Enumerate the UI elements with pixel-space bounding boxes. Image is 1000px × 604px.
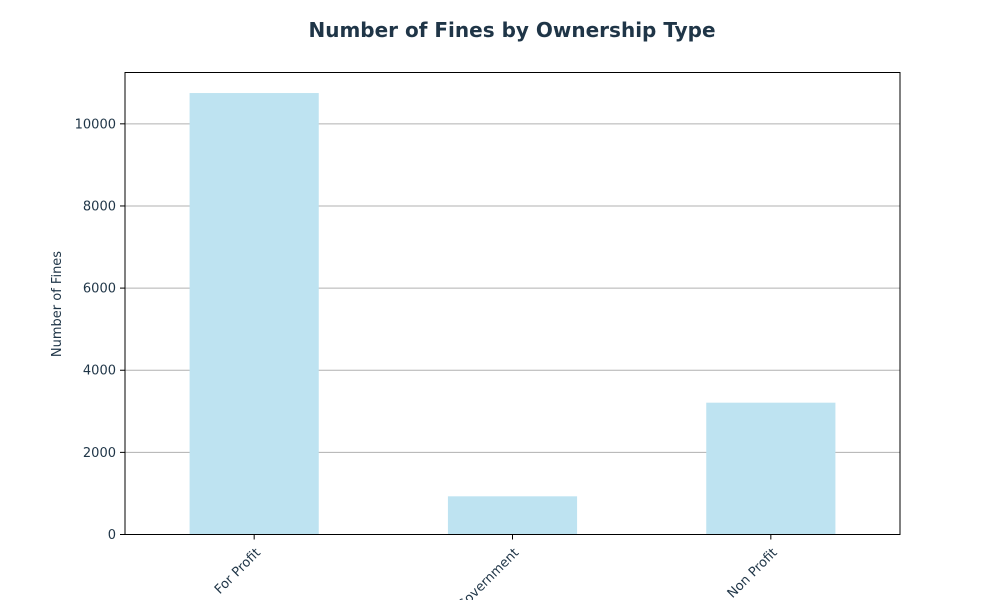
y-axis-ticks: 0 2000 4000 6000 8000 10000 (75, 117, 125, 543)
x-tick-label-non-profit: Non Profit (725, 546, 781, 600)
y-tick-label: 0 (108, 528, 116, 543)
y-tick-label: 8000 (83, 199, 116, 214)
y-tick-label: 6000 (83, 282, 116, 297)
x-axis-ticks: For Profit Government Non Profit (212, 534, 781, 604)
bar-government (447, 496, 578, 535)
chart-title: Number of Fines by Ownership Type (308, 18, 715, 42)
y-axis-label: Number of Fines (50, 251, 65, 357)
plot-frame (124, 72, 901, 535)
x-tick-label-for-profit: For Profit (212, 546, 264, 598)
x-tick-label-government: Government (454, 546, 522, 600)
y-tick-label: 10000 (75, 117, 116, 132)
bar-non-profit (706, 402, 836, 535)
y-tick-label: 2000 (83, 446, 116, 461)
bar-for-profit (189, 93, 319, 535)
y-tick-label: 4000 (83, 364, 116, 379)
bars (189, 93, 836, 535)
